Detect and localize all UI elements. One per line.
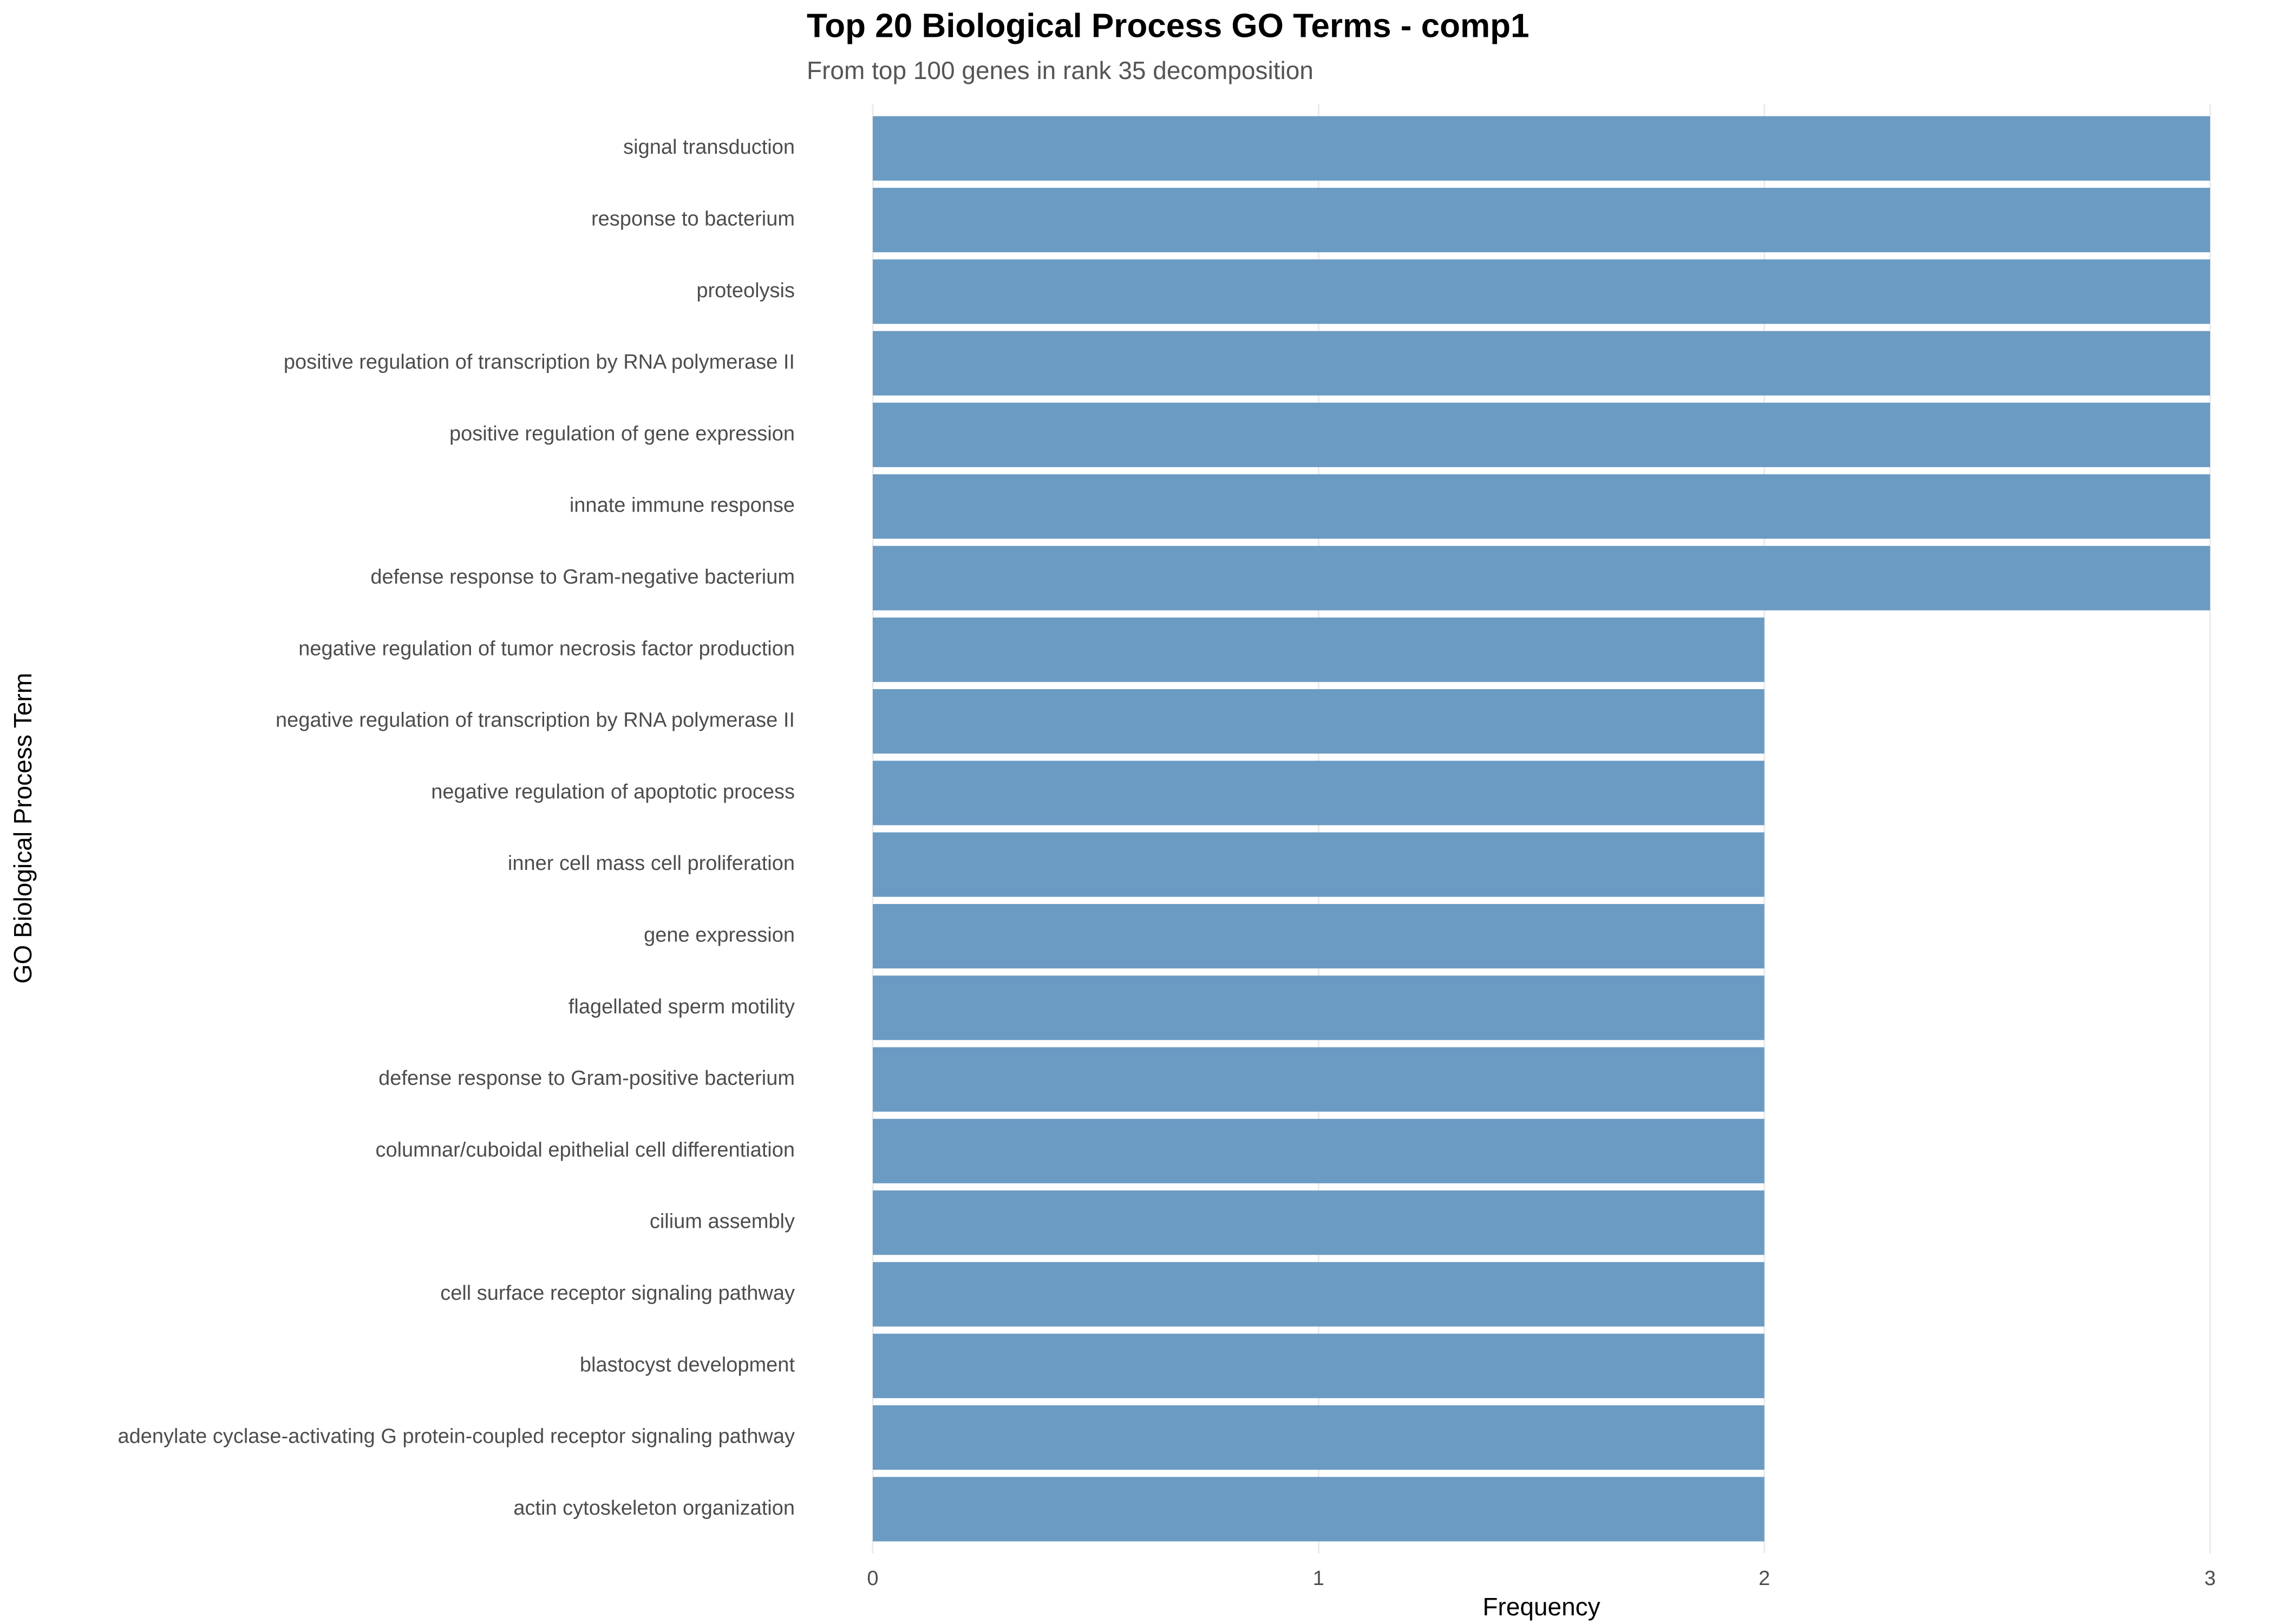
- bar: [873, 331, 2210, 396]
- y-tick-label: cell surface receptor signaling pathway: [440, 1282, 795, 1305]
- x-tick-label: 2: [1759, 1567, 1770, 1590]
- bar: [873, 187, 2210, 252]
- y-tick-label: gene expression: [644, 924, 795, 946]
- bar: [873, 474, 2210, 539]
- x-tick-label: 0: [867, 1567, 878, 1590]
- y-tick-label: defense response to Gram-negative bacter…: [370, 566, 795, 588]
- y-tick-label: cilium assembly: [650, 1210, 795, 1233]
- x-tick-label: 3: [2204, 1567, 2216, 1590]
- bar: [873, 116, 2210, 181]
- bar: [873, 761, 1765, 826]
- bar: [873, 1118, 1765, 1183]
- y-tick-label: defense response to Gram-positive bacter…: [378, 1067, 795, 1090]
- y-tick-label: proteolysis: [696, 279, 795, 302]
- bar: [873, 402, 2210, 467]
- bar: [873, 903, 1765, 968]
- bar: [873, 975, 1765, 1040]
- y-tick-label: columnar/cuboidal epithelial cell differ…: [375, 1138, 795, 1161]
- bar: [873, 617, 1765, 682]
- x-axis-label: Frequency: [1482, 1593, 1600, 1621]
- y-tick-label: negative regulation of apoptotic process: [431, 781, 795, 803]
- bar: [873, 832, 1765, 897]
- y-tick-label: innate immune response: [570, 494, 795, 517]
- bar: [873, 259, 2210, 324]
- y-tick-label: positive regulation of transcription by …: [284, 351, 795, 374]
- y-tick-label: blastocyst development: [580, 1353, 795, 1376]
- bar: [873, 1405, 1765, 1470]
- y-tick-label: inner cell mass cell proliferation: [508, 852, 795, 875]
- chart-title: Top 20 Biological Process GO Terms - com…: [807, 7, 1530, 44]
- y-axis-label: GO Biological Process Term: [9, 673, 37, 984]
- y-tick-label: positive regulation of gene expression: [449, 422, 795, 445]
- bar: [873, 689, 1765, 754]
- bar: [873, 1477, 1765, 1542]
- bar: [873, 1262, 1765, 1327]
- y-tick-label: flagellated sperm motility: [568, 996, 795, 1018]
- bar: [873, 1333, 1765, 1398]
- y-tick-label: adenylate cyclase-activating G protein-c…: [118, 1425, 795, 1448]
- chart-subtitle: From top 100 genes in rank 35 decomposit…: [807, 56, 1314, 84]
- x-tick-label: 1: [1313, 1567, 1324, 1590]
- y-tick-label: actin cytoskeleton organization: [513, 1497, 795, 1520]
- y-tick-label: response to bacterium: [591, 207, 795, 230]
- y-tick-label: signal transduction: [623, 136, 795, 159]
- y-tick-label: negative regulation of tumor necrosis fa…: [298, 637, 795, 660]
- y-tick-label: negative regulation of transcription by …: [276, 709, 795, 732]
- bar: [873, 1047, 1765, 1112]
- bar: [873, 1190, 1765, 1255]
- bar: [873, 546, 2210, 611]
